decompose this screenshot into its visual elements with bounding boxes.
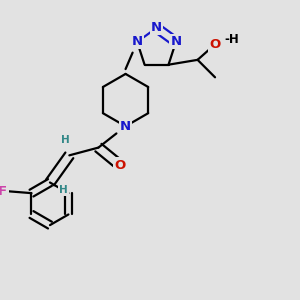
Text: H: H	[59, 185, 68, 195]
Text: H: H	[61, 135, 70, 145]
Text: -H: -H	[224, 33, 239, 46]
Text: N: N	[132, 35, 143, 48]
Text: F: F	[0, 185, 7, 198]
Text: N: N	[170, 35, 182, 48]
Text: N: N	[151, 21, 162, 34]
Text: O: O	[114, 158, 125, 172]
Text: O: O	[209, 38, 221, 51]
Text: N: N	[120, 120, 131, 133]
